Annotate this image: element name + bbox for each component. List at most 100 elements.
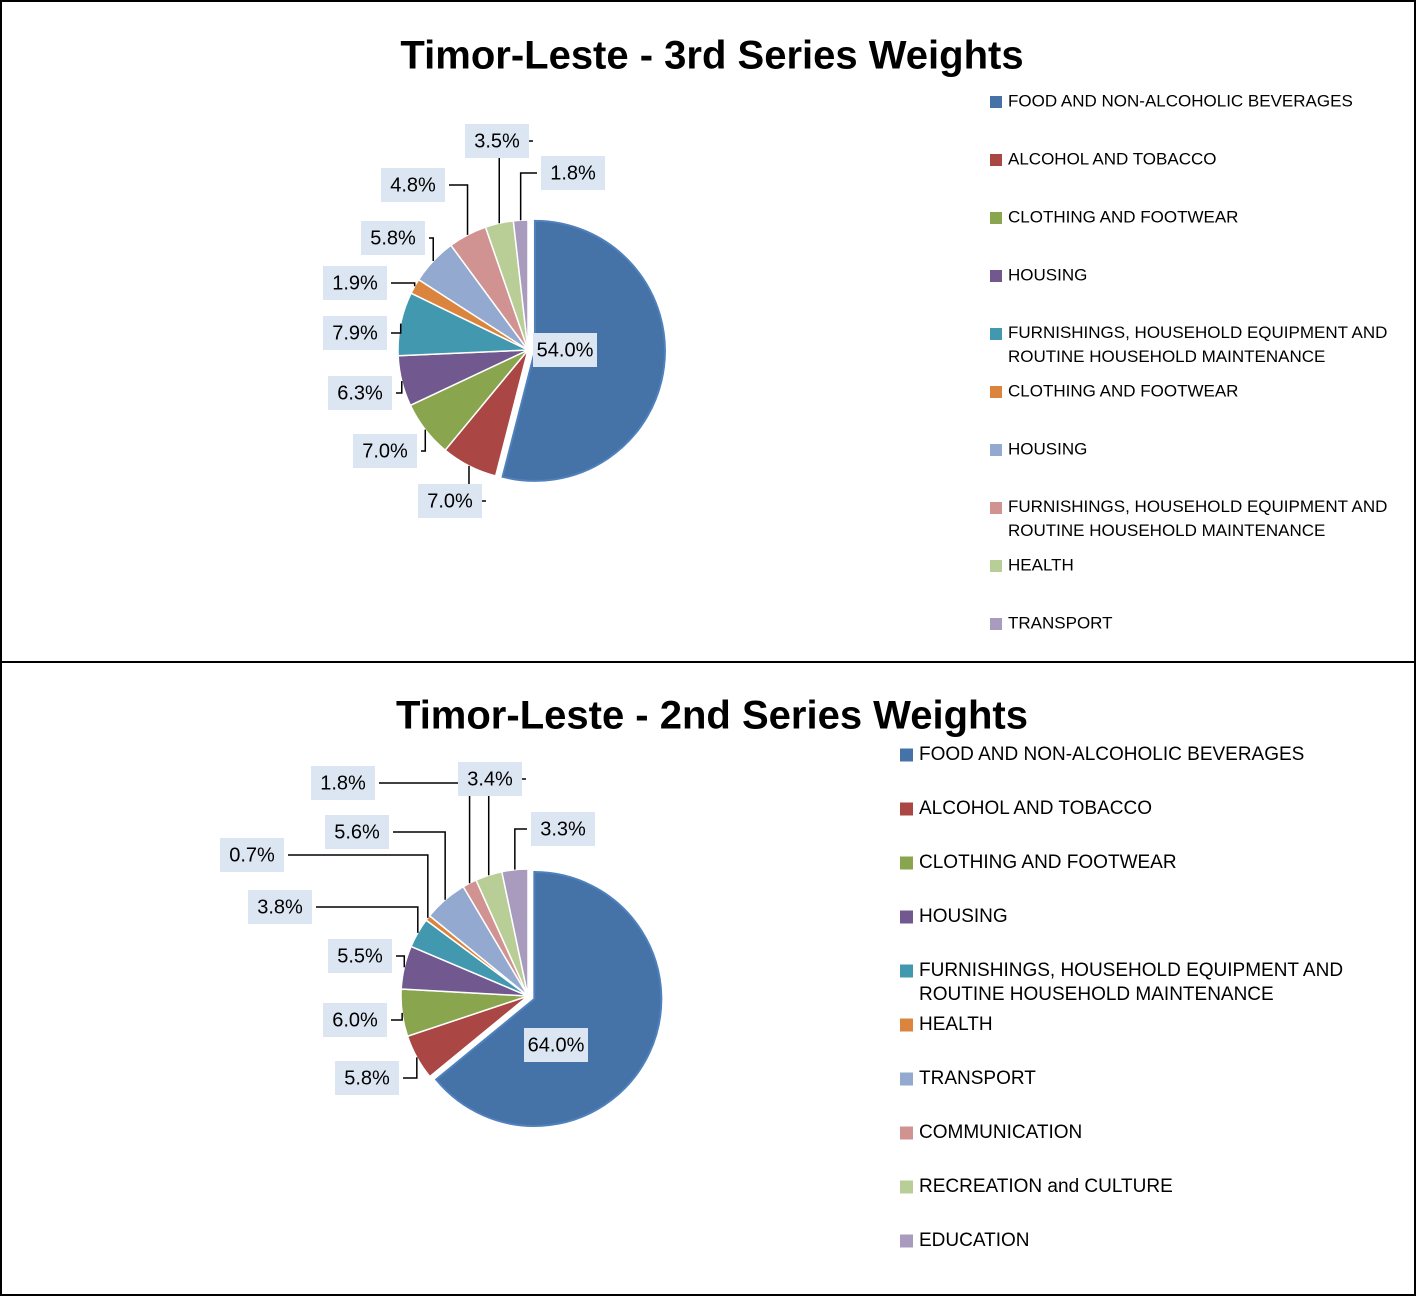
- legend-swatch: [990, 328, 1002, 340]
- label-box: [248, 890, 312, 924]
- legend-swatch: [990, 386, 1002, 398]
- legend-label: RECREATION and CULTURE: [919, 1176, 1173, 1197]
- data-label: 7.0%: [362, 440, 408, 462]
- legend-label: CLOTHING AND FOOTWEAR: [1008, 381, 1238, 400]
- leader-line: [514, 828, 527, 870]
- legend-label: FOOD AND NON-ALCOHOLIC BEVERAGES: [1008, 91, 1353, 110]
- label-box: [328, 939, 392, 973]
- legend-swatch: [900, 802, 913, 816]
- data-label: 1.9%: [332, 272, 378, 294]
- legend-swatch: [990, 154, 1002, 166]
- label-box: [353, 434, 417, 468]
- legend-label: COMMUNICATION: [919, 1122, 1082, 1143]
- leader-line: [391, 323, 402, 334]
- data-label: 5.6%: [334, 821, 380, 843]
- pie-slice: [434, 870, 663, 1127]
- pie-slice: [512, 219, 529, 351]
- label-box: [323, 316, 387, 350]
- chart-title: Timor-Leste - 3rd Series Weights: [400, 34, 1023, 78]
- label-box: [541, 156, 605, 190]
- label-box: [220, 838, 284, 872]
- leader-line: [403, 1057, 418, 1079]
- data-label: 3.3%: [540, 818, 586, 840]
- data-label: 6.0%: [332, 1009, 378, 1031]
- legend-swatch: [990, 618, 1002, 630]
- data-label: 5.8%: [370, 227, 416, 249]
- legend-label: FURNISHINGS, HOUSEHOLD EQUIPMENT AND ROU…: [1008, 497, 1392, 540]
- label-box: [418, 484, 482, 518]
- label-box: [524, 1028, 588, 1062]
- legend-swatch: [900, 964, 913, 978]
- legend-swatch: [900, 1018, 913, 1032]
- legend-swatch: [900, 910, 913, 924]
- leader-line: [379, 782, 471, 884]
- data-label: 54.0%: [537, 339, 594, 361]
- label-box: [335, 1061, 399, 1095]
- legend-swatch: [900, 748, 913, 762]
- legend-label: ALCOHOL AND TOBACCO: [1008, 149, 1216, 168]
- legend-swatch: [900, 1126, 913, 1140]
- legend-swatch: [990, 502, 1002, 514]
- legend-swatch: [990, 212, 1002, 224]
- legend-label: HOUSING: [1008, 265, 1087, 284]
- legend-label: HOUSING: [1008, 439, 1087, 458]
- label-box: [465, 124, 529, 158]
- legend-label: TRANSPORT: [1008, 613, 1113, 632]
- label-box: [323, 266, 387, 300]
- legend-swatch: [990, 96, 1002, 108]
- leader-line: [393, 831, 446, 900]
- leader-line: [396, 955, 406, 968]
- legend-label: EDUCATION: [919, 1230, 1029, 1251]
- legend-label: FOOD AND NON-ALCOHOLIC BEVERAGES: [919, 744, 1304, 765]
- leader-line: [421, 429, 427, 452]
- data-label: 1.8%: [550, 162, 596, 184]
- legend-label: HEALTH: [919, 1014, 993, 1035]
- label-box: [323, 1003, 387, 1037]
- leader-line: [391, 282, 416, 287]
- label-box: [458, 762, 522, 796]
- legend-swatch: [900, 1180, 913, 1194]
- leader-line: [449, 184, 469, 235]
- legend-label: HOUSING: [919, 906, 1008, 927]
- leader-line: [288, 854, 429, 918]
- data-label: 1.8%: [320, 772, 366, 794]
- legend-label: ALCOHOL AND TOBACCO: [919, 798, 1152, 819]
- label-box: [325, 815, 389, 849]
- data-label: 5.8%: [344, 1067, 390, 1089]
- legend-label: HEALTH: [1008, 555, 1074, 574]
- label-box: [381, 168, 445, 202]
- data-label: 5.5%: [337, 945, 383, 967]
- legend-swatch: [900, 1072, 913, 1086]
- leader-line: [316, 906, 419, 933]
- data-label: 3.5%: [474, 130, 520, 152]
- leader-line: [519, 172, 537, 221]
- data-label: 6.3%: [337, 382, 383, 404]
- data-label: 64.0%: [528, 1034, 585, 1056]
- legend-label: FURNISHINGS, HOUSEHOLD EQUIPMENT AND ROU…: [1008, 323, 1392, 366]
- pie-slice: [500, 868, 529, 997]
- legend-swatch: [990, 444, 1002, 456]
- legend-swatch: [990, 270, 1002, 282]
- label-box: [361, 221, 425, 255]
- legend-label: TRANSPORT: [919, 1068, 1036, 1089]
- label-box: [533, 333, 597, 367]
- legend-swatch: [900, 1234, 913, 1248]
- data-label: 0.7%: [229, 844, 275, 866]
- legend-swatch: [990, 560, 1002, 572]
- legend-label: CLOTHING AND FOOTWEAR: [919, 852, 1177, 873]
- label-box: [328, 376, 392, 410]
- legend-swatch: [900, 856, 913, 870]
- label-box: [311, 766, 375, 800]
- leader-line: [429, 237, 434, 262]
- data-label: 3.8%: [257, 896, 303, 918]
- data-label: 7.9%: [332, 322, 378, 344]
- data-label: 7.0%: [427, 490, 473, 512]
- leader-line: [396, 381, 403, 394]
- legend-label: CLOTHING AND FOOTWEAR: [1008, 207, 1238, 226]
- leader-line: [391, 1012, 403, 1021]
- data-label: 4.8%: [390, 174, 436, 196]
- chart-title: Timor-Leste - 2nd Series Weights: [396, 694, 1028, 738]
- legend-label: FURNISHINGS, HOUSEHOLD EQUIPMENT AND ROU…: [919, 960, 1348, 1005]
